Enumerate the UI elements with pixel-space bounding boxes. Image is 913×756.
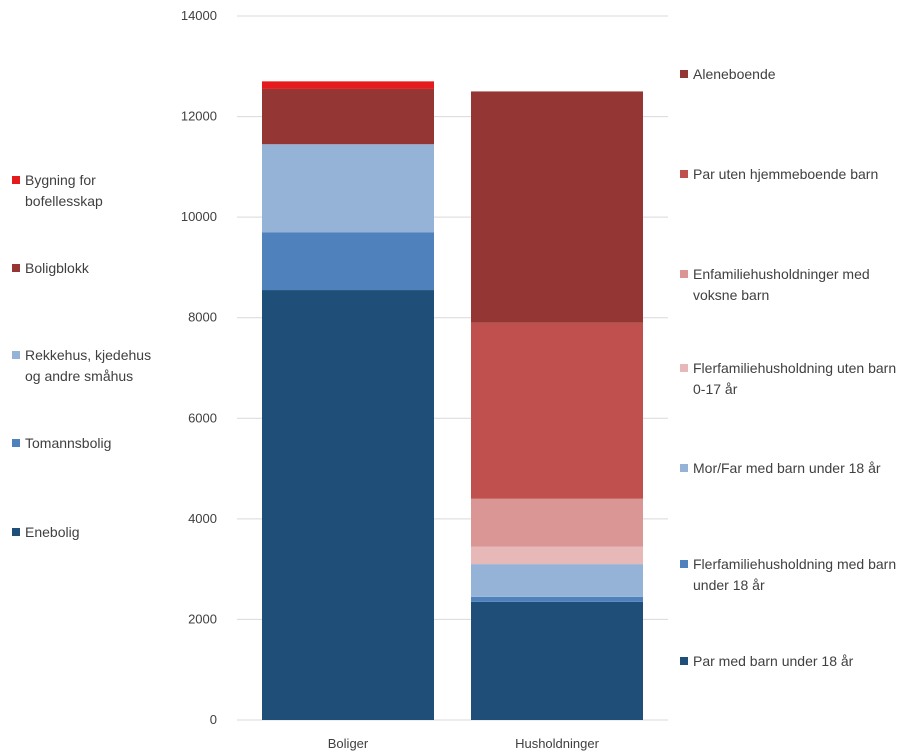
- legend-label: Boligblokk: [25, 260, 89, 276]
- bar-segment: [471, 564, 643, 597]
- y-tick-label: 12000: [181, 109, 217, 124]
- legend-item: Par med barn under 18 år: [680, 651, 910, 672]
- legend-label: Par uten hjemmeboende barn: [693, 166, 879, 182]
- legend-swatch: [680, 560, 688, 568]
- bar-segment: [471, 322, 643, 499]
- legend-item: Flerfamiliehusholdning uten barn 0-17 år: [680, 358, 910, 400]
- y-tick-label: 0: [210, 712, 217, 727]
- legend-item: Mor/Far med barn under 18 år: [680, 458, 910, 479]
- y-tick-label: 10000: [181, 209, 217, 224]
- bar-segment: [262, 88, 434, 145]
- bar-segment: [471, 596, 643, 602]
- legend-swatch: [680, 270, 688, 278]
- legend-item: Par uten hjemmeboende barn: [680, 164, 910, 185]
- legend-item: Aleneboende: [680, 64, 910, 85]
- y-tick-label: 8000: [188, 310, 217, 325]
- legend-item: Enfamiliehusholdninger med voksne barn: [680, 264, 910, 306]
- y-axis-tick-labels: 0 2000 4000 6000 8000 10000 12000 14000: [181, 8, 217, 727]
- legend-label: Flerfamiliehusholdning med barn under 18…: [693, 556, 897, 593]
- legend-swatch: [12, 264, 20, 272]
- legend-swatch: [680, 170, 688, 178]
- legend-item: Enebolig: [12, 522, 152, 543]
- legend-label: Rekkehus, kjedehus og andre småhus: [25, 347, 152, 384]
- legend-swatch: [680, 364, 688, 372]
- legend-swatch: [680, 464, 688, 472]
- bar-segments: [262, 81, 643, 720]
- bar-segment: [262, 81, 434, 89]
- bar-segment: [471, 601, 643, 720]
- legend-item: Flerfamiliehusholdning med barn under 18…: [680, 554, 910, 596]
- legend-label: Enfamiliehusholdninger med voksne barn: [693, 266, 870, 303]
- legend-label: Mor/Far med barn under 18 år: [693, 460, 881, 476]
- legend-item: Tomannsbolig: [12, 433, 152, 454]
- legend-swatch: [680, 70, 688, 78]
- bar-segment: [471, 91, 643, 323]
- legend-swatch: [680, 657, 688, 665]
- bar-segment: [262, 290, 434, 720]
- bar-segment: [471, 498, 643, 547]
- legend-item: Rekkehus, kjedehus og andre småhus: [12, 345, 152, 387]
- bar-segment: [262, 232, 434, 291]
- legend-item: Bygning for bofellesskap: [12, 170, 152, 212]
- bar-segment: [471, 546, 643, 565]
- legend-label: Flerfamiliehusholdning uten barn 0-17 år: [693, 360, 897, 397]
- y-tick-label: 4000: [188, 511, 217, 526]
- y-tick-label: 14000: [181, 8, 217, 23]
- category-label: Husholdninger: [515, 736, 600, 751]
- legend-item: Boligblokk: [12, 258, 152, 279]
- legend-swatch: [12, 439, 20, 447]
- legend-swatch: [12, 351, 20, 359]
- category-label: Boliger: [328, 736, 369, 751]
- y-tick-label: 6000: [188, 410, 217, 425]
- legend-swatch: [12, 528, 20, 536]
- legend-label: Bygning for bofellesskap: [25, 172, 103, 209]
- bar-segment: [262, 144, 434, 233]
- x-axis-category-labels: Boliger Husholdninger: [328, 736, 600, 751]
- legend-label: Par med barn under 18 år: [693, 653, 854, 669]
- y-tick-label: 2000: [188, 611, 217, 626]
- legend-label: Enebolig: [25, 524, 80, 540]
- legend-swatch: [12, 176, 20, 184]
- legend-label: Tomannsbolig: [25, 435, 112, 451]
- legend-label: Aleneboende: [693, 66, 776, 82]
